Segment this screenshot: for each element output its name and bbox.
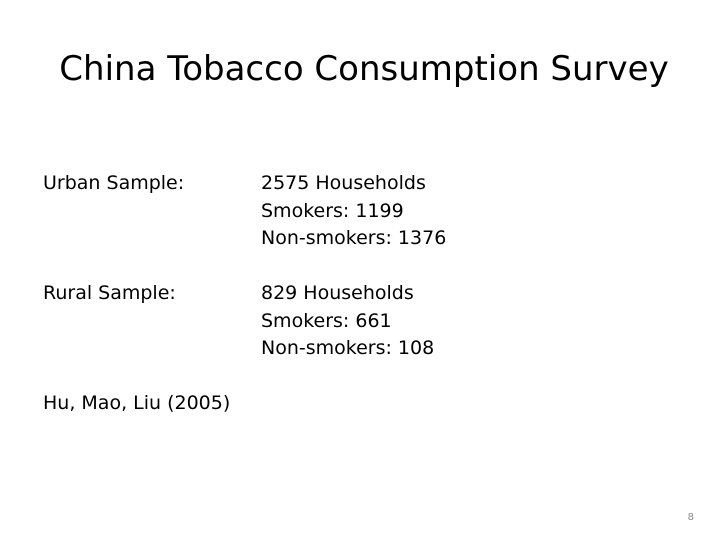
rural-sample-row: Rural Sample: 829 Households Smokers: 66… bbox=[43, 280, 446, 363]
page-number: 8 bbox=[687, 512, 694, 523]
citation: Hu, Mao, Liu (2005) bbox=[43, 392, 231, 414]
spacer bbox=[43, 253, 446, 281]
rural-sample-values: 829 Households Smokers: 661 Non-smokers:… bbox=[261, 280, 434, 363]
spacer bbox=[43, 363, 446, 391]
rural-sample-label: Rural Sample: bbox=[43, 282, 176, 304]
slide-body: Urban Sample: 2575 Households Smokers: 1… bbox=[43, 170, 446, 418]
slide-title: China Tobacco Consumption Survey bbox=[59, 49, 669, 89]
urban-sample-values: 2575 Households Smokers: 1199 Non-smoker… bbox=[261, 170, 446, 253]
rural-smokers: Smokers: 661 bbox=[261, 309, 392, 332]
urban-households: 2575 Households bbox=[261, 172, 426, 194]
urban-smokers: Smokers: 1199 bbox=[261, 199, 404, 222]
rural-non-smokers: Non-smokers: 108 bbox=[261, 337, 435, 359]
urban-sample-label: Urban Sample: bbox=[43, 172, 185, 194]
rural-households: 829 Households bbox=[261, 282, 414, 304]
urban-sample-row: Urban Sample: 2575 Households Smokers: 1… bbox=[43, 170, 446, 253]
urban-non-smokers: Non-smokers: 1376 bbox=[261, 227, 447, 249]
